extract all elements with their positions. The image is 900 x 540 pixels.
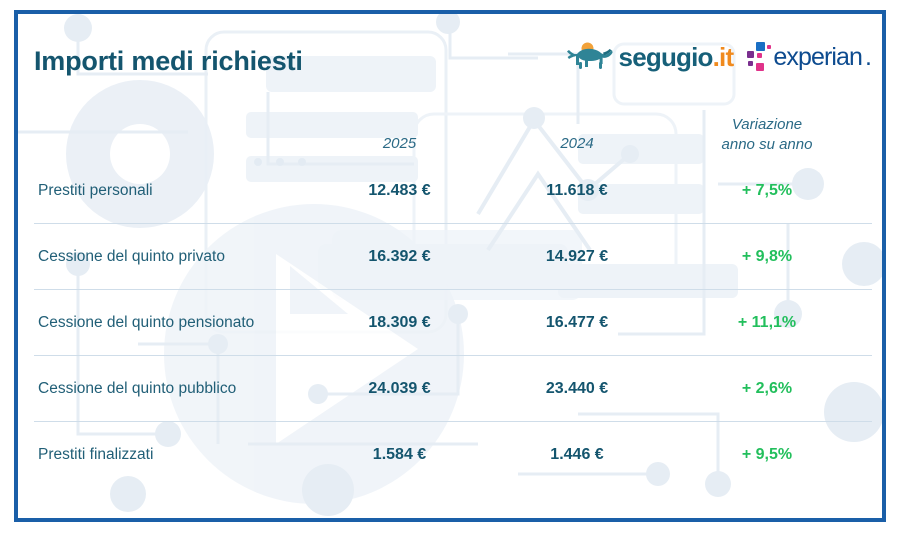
header-cell-2024: 2024 (560, 135, 594, 153)
row-label: Prestiti finalizzati (38, 445, 154, 463)
segugio-wordmark: segugio.it (618, 41, 735, 73)
logo-group: segugio.it experian . (566, 40, 872, 74)
experian-wordmark: experian (773, 42, 863, 71)
row-variation: + 7,5% (741, 181, 793, 199)
row-label: Cessione del quinto privato (38, 247, 225, 265)
header-cell-variation: Variazione anno su anno (667, 115, 867, 154)
card-inner: Importi medi richiesti (18, 14, 882, 518)
row-value-2024: 16.477 € (545, 313, 609, 331)
row-label: Cessione del quinto pubblico (38, 379, 237, 397)
card-frame: Importi medi richiesti (14, 10, 886, 522)
row-value-2025: 12.483 € (368, 181, 431, 199)
row-value-2025: 18.309 € (368, 313, 431, 331)
row-value-2025: 24.039 € (368, 379, 431, 397)
row-value-2024: 11.618 € (546, 181, 608, 199)
header-cell-2025: 2025 (382, 135, 417, 153)
experian-dot: . (865, 42, 872, 71)
page-title: Importi medi richiesti (34, 46, 303, 76)
row-variation: + 9,5% (741, 445, 793, 463)
row-value-2024: 14.927 € (545, 247, 609, 265)
squares-icon (747, 42, 772, 72)
row-variation: + 2,6% (741, 379, 793, 397)
content-layer: Importi medi richiesti (18, 14, 882, 518)
table-row: Prestiti personali 12.483 € 11.618 € + 7… (34, 158, 872, 223)
row-value-2025: 1.584 € (372, 445, 427, 463)
row-variation: + 9,8% (741, 247, 793, 265)
header-variation-line1: Variazione (731, 116, 803, 133)
experian-logo[interactable]: experian . (747, 42, 872, 72)
header-variation-line2: anno su anno (721, 135, 813, 153)
row-label: Prestiti personali (38, 181, 153, 199)
row-value-2025: 16.392 € (368, 247, 431, 265)
amounts-table: 2025 2024 Variazione anno su anno Presti… (34, 102, 872, 487)
table-row: Cessione del quinto pensionato 18.309 € … (34, 290, 872, 355)
row-variation: + 11,1% (737, 313, 797, 331)
row-value-2024: 23.440 € (545, 379, 609, 397)
table-header-row: 2025 2024 Variazione anno su anno (34, 102, 872, 158)
table-row: Prestiti finalizzati 1.584 € 1.446 € + 9… (34, 422, 872, 487)
segugio-text: segugio (618, 41, 714, 72)
dog-icon (566, 42, 613, 69)
segugio-tld: .it (712, 41, 735, 72)
table-row: Cessione del quinto pubblico 24.039 € 23… (34, 356, 872, 421)
table-row: Cessione del quinto privato 16.392 € 14.… (34, 224, 872, 289)
segugio-logo[interactable]: segugio.it (566, 40, 734, 74)
row-value-2024: 1.446 € (550, 445, 604, 463)
row-label: Cessione del quinto pensionato (38, 313, 255, 331)
